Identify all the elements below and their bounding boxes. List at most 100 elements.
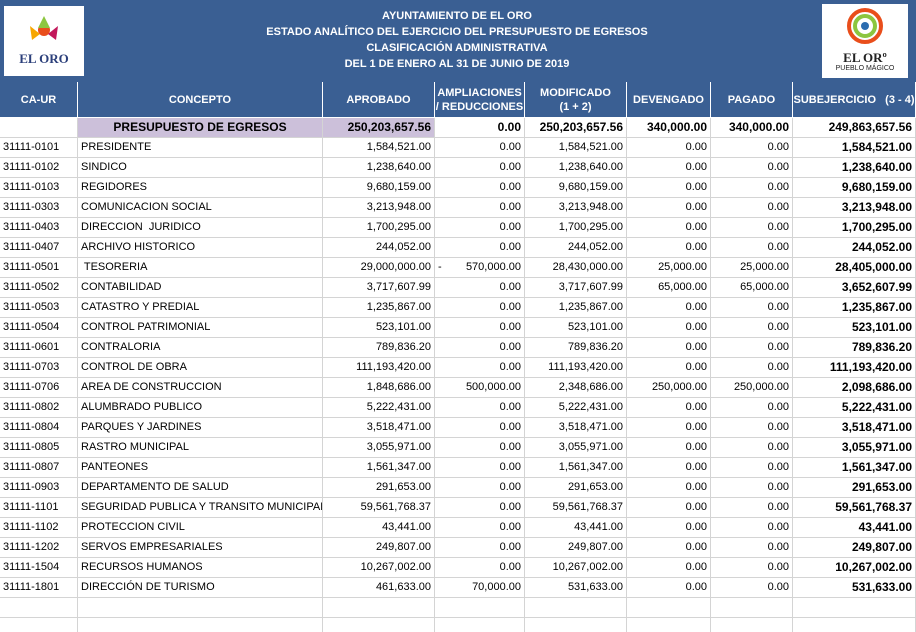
cell-text: 5,222,431.00: [366, 401, 431, 413]
cell: 0.00: [711, 578, 793, 598]
cell-text: 3,518,471.00: [366, 421, 431, 433]
cell-text: 0.00: [499, 481, 521, 493]
cell: 3,518,471.00: [323, 418, 435, 438]
cell-text: ARCHIVO HISTORICO: [81, 241, 196, 253]
logo-icon: [847, 8, 883, 44]
cell: 244,052.00: [323, 238, 435, 258]
cell-text: 1,700,295.00: [558, 221, 623, 233]
cell-text: 43,441.00: [858, 520, 912, 534]
cell: 523,101.00: [323, 318, 435, 338]
cell-text: 0.00: [499, 281, 521, 293]
cell-text: 3,717,607.99: [558, 281, 623, 293]
cell: 0.00: [711, 338, 793, 358]
cell-text: 0.00: [499, 401, 521, 413]
cell-text: SINDICO: [81, 161, 127, 173]
cell: 0.00: [711, 198, 793, 218]
cell: 1,235,867.00: [323, 298, 435, 318]
cell-text: 2,098,686.00: [841, 380, 912, 394]
cell-text: 0.00: [685, 301, 707, 313]
cell: 1,584,521.00: [525, 138, 627, 158]
cell: 0.00: [435, 338, 525, 358]
cell-text: 31111-0805: [3, 441, 60, 453]
cell-text: 0.00: [499, 361, 521, 373]
cell-text: 0.00: [499, 301, 521, 313]
empty-cell: [323, 598, 435, 618]
cell: 5,222,431.00: [323, 398, 435, 418]
cell-text: 0.00: [685, 561, 707, 573]
column-header: DEVENGADO: [627, 82, 711, 118]
empty-cell: [793, 618, 916, 632]
cell-text: 0.00: [685, 421, 707, 433]
cell-text: CONTROL PATRIMONIAL: [81, 321, 211, 333]
header-text: DEVENGADO: [633, 93, 704, 106]
cell: 0.00: [435, 298, 525, 318]
cell: 0.00: [711, 138, 793, 158]
cell-text: 0.00: [685, 341, 707, 353]
titles: AYUNTAMIENTO DE EL ORO ESTADO ANALÍTICO …: [200, 8, 714, 72]
cell: SINDICO: [78, 158, 323, 178]
cell: 25,000.00: [627, 258, 711, 278]
cell: 31111-1202: [0, 538, 78, 558]
cell-text: 31111-0601: [3, 341, 60, 353]
title-line: ESTADO ANALÍTICO DEL EJERCICIO DEL PRESU…: [266, 26, 648, 38]
cell: 0.00: [435, 558, 525, 578]
cell-text: 531,633.00: [851, 580, 912, 594]
cell-text: 1,584,521.00: [558, 141, 623, 153]
cell: 31111-0502: [0, 278, 78, 298]
cell-text: 31111-1101: [3, 501, 59, 513]
cell: 249,807.00: [525, 538, 627, 558]
cell: 3,518,471.00: [525, 418, 627, 438]
cell-text: 10,267,002.00: [552, 561, 623, 573]
cell: 0.00: [627, 538, 711, 558]
cell: 789,836.20: [323, 338, 435, 358]
cell: 59,561,768.37: [793, 498, 916, 518]
cell: 0.00: [711, 418, 793, 438]
cell-text: 0.00: [685, 181, 707, 193]
cell: CATASTRO Y PREDIAL: [78, 298, 323, 318]
cell-text: 0.00: [499, 161, 521, 173]
cell: SERVOS EMPRESARIALES: [78, 538, 323, 558]
cell: 0.00: [435, 458, 525, 478]
cell-text: 0.00: [767, 301, 789, 313]
cell-text: 0.00: [767, 481, 789, 493]
cell-text: 0.00: [685, 221, 707, 233]
cell-text: 523,101.00: [375, 321, 431, 333]
cell: 0.00: [627, 558, 711, 578]
cell-text: 31111-0903: [3, 481, 60, 493]
cell-text: 31111-0504: [3, 321, 60, 333]
cell: 0.00: [627, 338, 711, 358]
cell-text: 789,836.20: [851, 340, 912, 354]
cell: 111,193,420.00: [323, 358, 435, 378]
cell: ARCHIVO HISTORICO: [78, 238, 323, 258]
cell-text: 0.00: [499, 521, 521, 533]
logo-text: EL ORº: [843, 50, 887, 65]
cell-text: 244,052.00: [375, 241, 431, 253]
total-value: 249,863,657.56: [828, 120, 912, 134]
cell-text: 1,235,867.00: [366, 301, 431, 313]
cell-text: 1,561,347.00: [841, 460, 912, 474]
cell: 31111-0102: [0, 158, 78, 178]
cell-text: 31111-0503: [3, 301, 60, 313]
cell-text: 59,561,768.37: [360, 501, 431, 513]
cell-text: 0.00: [499, 321, 521, 333]
cell-text: RECURSOS HUMANOS: [81, 561, 203, 573]
cell-text: 31111-1102: [3, 521, 59, 533]
cell: PARQUES Y JARDINES: [78, 418, 323, 438]
cell: 0.00: [711, 538, 793, 558]
cell-text: 31111-0101: [3, 141, 60, 153]
cell-text: 0.00: [767, 501, 789, 513]
cell-text: 0.00: [685, 461, 707, 473]
cell-text: ALUMBRADO PUBLICO: [81, 401, 203, 413]
cell: 1,238,640.00: [323, 158, 435, 178]
cell: 3,055,971.00: [525, 438, 627, 458]
cell-text: 0.00: [767, 401, 789, 413]
cell: 0.00: [711, 478, 793, 498]
cell-text: 43,441.00: [382, 521, 431, 533]
cell: 0.00: [711, 558, 793, 578]
cell: TESORERIA: [78, 258, 323, 278]
cell: 461,633.00: [323, 578, 435, 598]
cell-text: PARQUES Y JARDINES: [81, 421, 202, 433]
cell: 0.00: [627, 238, 711, 258]
column-header: PAGADO: [711, 82, 793, 118]
